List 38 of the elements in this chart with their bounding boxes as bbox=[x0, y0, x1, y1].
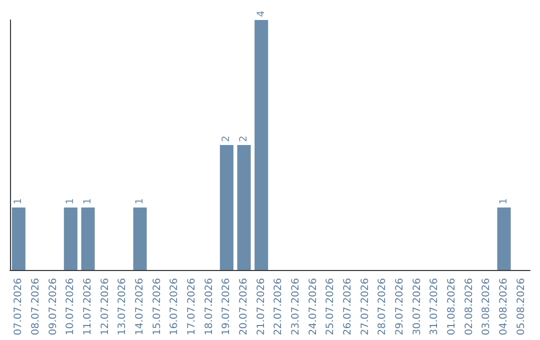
data-label: 1 bbox=[13, 198, 24, 204]
x-tick-label: 21.07.2026 bbox=[256, 278, 267, 336]
x-tick-label: 18.07.2026 bbox=[204, 278, 215, 336]
x-tick-label: 13.07.2026 bbox=[117, 278, 128, 336]
x-tick-label: 10.07.2026 bbox=[65, 278, 76, 336]
data-label: 1 bbox=[134, 198, 146, 204]
x-tick-label: 19.07.2026 bbox=[221, 278, 232, 336]
x-tick-label: 27.07.2026 bbox=[360, 278, 371, 336]
x-tick-label: 17.07.2026 bbox=[186, 278, 198, 336]
x-tick-label: 08.07.2026 bbox=[30, 278, 42, 336]
x-tick-label: 31.07.2026 bbox=[429, 278, 440, 336]
x-tick-label: 12.07.2026 bbox=[100, 278, 111, 336]
x-tick-label: 11.07.2026 bbox=[82, 278, 94, 336]
x-tick-label: 14.07.2026 bbox=[134, 278, 146, 336]
data-label: 4 bbox=[256, 10, 267, 17]
x-tick-label: 05.08.2026 bbox=[516, 278, 527, 336]
x-tick-label: 15.07.2026 bbox=[152, 278, 163, 336]
data-label: 1 bbox=[498, 198, 510, 204]
data-label: 1 bbox=[82, 198, 94, 204]
x-tick-label: 25.07.2026 bbox=[325, 278, 336, 336]
x-tick-label: 02.08.2026 bbox=[464, 278, 475, 336]
x-tick-label: 26.07.2026 bbox=[342, 278, 354, 336]
x-tick-label: 29.07.2026 bbox=[394, 278, 406, 336]
x-tick-label: 01.08.2026 bbox=[446, 278, 458, 336]
x-tick-label: 24.07.2026 bbox=[308, 278, 319, 336]
x-tick-label: 23.07.2026 bbox=[290, 278, 302, 336]
x-tick-label: 20.07.2026 bbox=[238, 278, 250, 336]
data-label: 2 bbox=[221, 136, 232, 142]
x-tick-label: 30.07.2026 bbox=[412, 278, 423, 336]
data-label: 2 bbox=[238, 136, 250, 142]
x-tick-label: 07.07.2026 bbox=[13, 278, 24, 336]
x-tick-label: 16.07.2026 bbox=[169, 278, 180, 336]
x-tick-label: 04.08.2026 bbox=[498, 278, 510, 336]
x-tick-label: 22.07.2026 bbox=[273, 278, 284, 336]
data-label: 1 bbox=[65, 198, 76, 204]
x-tick-label: 09.07.2026 bbox=[48, 278, 59, 336]
x-tick-label: 28.07.2026 bbox=[377, 278, 388, 336]
x-tick-label: 03.08.2026 bbox=[481, 278, 492, 336]
